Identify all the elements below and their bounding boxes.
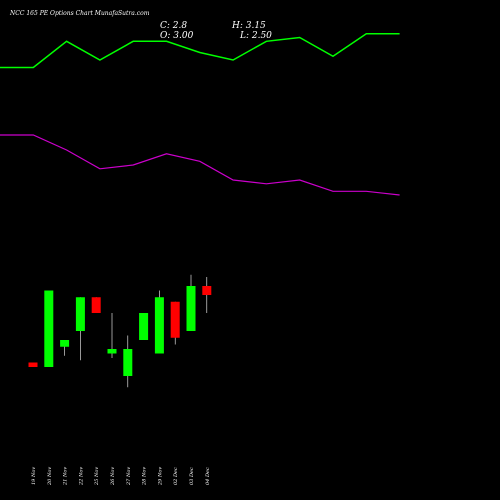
candle xyxy=(107,313,117,358)
candle xyxy=(28,362,38,367)
upper-indicator-line xyxy=(0,33,400,69)
candle xyxy=(186,274,196,331)
candlesticks xyxy=(28,274,212,388)
candle-body-up xyxy=(139,313,149,340)
candle-body-down xyxy=(91,297,101,313)
x-tick-label: 27 Nov xyxy=(126,467,132,486)
candle xyxy=(170,301,180,345)
candle-body-up xyxy=(75,297,85,331)
chart-title: NCC 165 PE Options Chart MunafaSutra.com xyxy=(9,10,150,17)
candle xyxy=(75,297,85,361)
close-value: C: 2.8 xyxy=(160,21,187,31)
candle-body-up xyxy=(107,349,117,354)
candle-body-down xyxy=(170,301,180,338)
candle-body-down xyxy=(202,286,212,295)
x-tick-label: 28 Nov xyxy=(142,467,148,486)
indicator-lines xyxy=(0,33,400,196)
candle-body-up xyxy=(60,340,70,347)
x-tick-label: 03 Dec xyxy=(189,467,195,485)
candle xyxy=(60,340,70,356)
x-axis-labels: 19 Nov 20 Nov 21 Nov 22 Nov 25 Nov 26 Nov 27 N… xyxy=(31,467,211,486)
x-tick-label: 19 Nov xyxy=(31,467,37,485)
x-tick-label: 29 Nov xyxy=(157,467,163,486)
lower-indicator-line xyxy=(0,134,400,196)
candle xyxy=(44,290,54,367)
candle xyxy=(202,277,212,313)
candle-body-up xyxy=(44,290,54,367)
x-tick-label: 25 Nov xyxy=(94,467,100,486)
open-value: O: 3.00 xyxy=(160,31,194,41)
x-tick-label: 21 Nov xyxy=(63,467,69,486)
high-value: H: 3.15 xyxy=(231,21,266,31)
low-value: L: 2.50 xyxy=(239,31,272,41)
x-tick-label: 02 Dec xyxy=(173,467,179,485)
candle-body-up xyxy=(123,349,133,376)
candle xyxy=(123,335,133,388)
candle-body-down xyxy=(28,362,38,367)
candle xyxy=(154,290,164,354)
x-tick-label: 20 Nov xyxy=(47,467,53,486)
x-tick-label: 26 Nov xyxy=(110,467,116,486)
x-tick-label: 22 Nov xyxy=(78,467,84,486)
candle xyxy=(91,297,101,313)
candle xyxy=(139,313,149,340)
x-tick-label: 04 Dec xyxy=(205,467,211,485)
candle-body-up xyxy=(186,286,196,331)
candle-body-up xyxy=(154,297,164,354)
